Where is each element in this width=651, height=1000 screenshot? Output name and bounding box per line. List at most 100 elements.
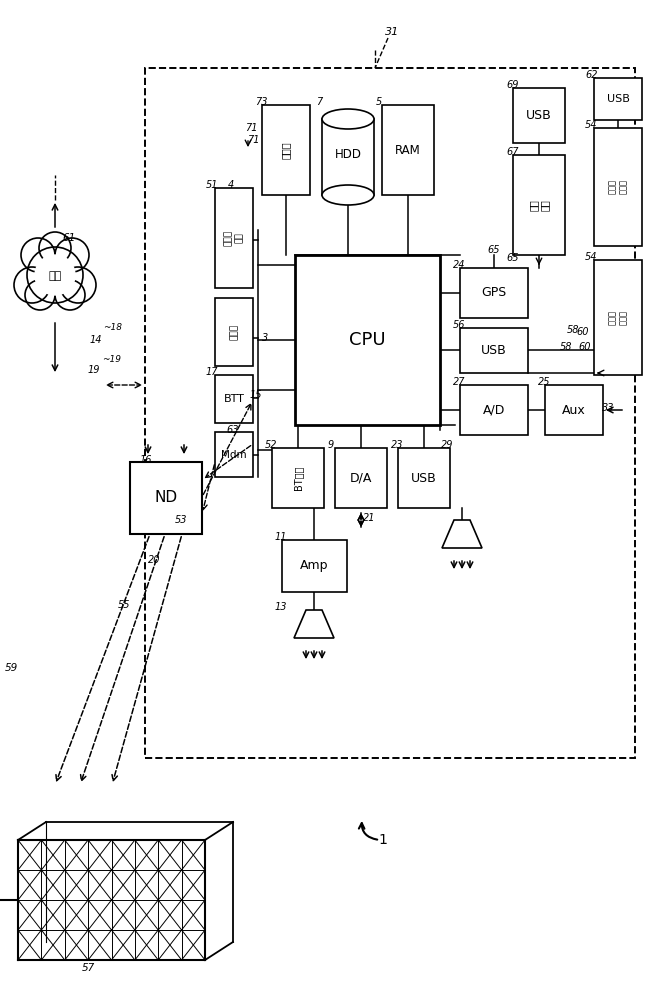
Polygon shape xyxy=(294,610,334,638)
Text: 29: 29 xyxy=(441,440,454,450)
Bar xyxy=(460,328,528,373)
Bar xyxy=(335,448,387,508)
Text: 車輛導
航裝置: 車輛導 航裝置 xyxy=(608,180,628,194)
Text: 23: 23 xyxy=(391,440,404,450)
Text: 63: 63 xyxy=(226,425,238,435)
Text: 21: 21 xyxy=(363,513,376,523)
Text: 19: 19 xyxy=(88,365,100,375)
Text: 15: 15 xyxy=(250,390,262,400)
Text: 55: 55 xyxy=(118,600,130,610)
Text: 57: 57 xyxy=(82,963,95,973)
Text: 31: 31 xyxy=(385,27,399,37)
Text: 輔助
裝置: 輔助 裝置 xyxy=(528,199,550,211)
Circle shape xyxy=(55,280,85,310)
Text: USB: USB xyxy=(607,94,630,104)
Text: 27: 27 xyxy=(453,377,465,387)
Text: 5: 5 xyxy=(376,97,382,107)
Text: 58: 58 xyxy=(567,325,579,335)
Bar xyxy=(215,188,253,288)
Text: Aux: Aux xyxy=(562,403,586,416)
Bar xyxy=(262,105,310,195)
Text: 60: 60 xyxy=(578,342,590,352)
Text: 65: 65 xyxy=(487,245,499,255)
Text: 71: 71 xyxy=(247,135,260,145)
Text: 顯示器: 顯示器 xyxy=(230,324,238,340)
Text: 54: 54 xyxy=(585,120,598,130)
Bar xyxy=(545,385,603,435)
Bar xyxy=(513,88,565,143)
Text: 路由器: 路由器 xyxy=(281,141,291,159)
Text: 13: 13 xyxy=(275,602,288,612)
Text: 65: 65 xyxy=(506,253,518,263)
Text: 24: 24 xyxy=(453,260,465,270)
Text: USB: USB xyxy=(411,472,437,485)
Text: A/D: A/D xyxy=(483,403,505,416)
Ellipse shape xyxy=(322,109,374,129)
Text: HDD: HDD xyxy=(335,148,361,161)
Text: 7: 7 xyxy=(316,97,322,107)
Bar xyxy=(215,375,253,423)
Text: CPU: CPU xyxy=(349,331,386,349)
Circle shape xyxy=(35,255,75,295)
Bar xyxy=(594,78,642,120)
Text: 20: 20 xyxy=(148,555,161,565)
Bar xyxy=(215,298,253,366)
Text: Amp: Amp xyxy=(300,560,329,572)
Bar xyxy=(215,432,253,477)
Bar xyxy=(130,462,202,534)
Text: 網絡: 網絡 xyxy=(48,271,62,281)
Text: 60: 60 xyxy=(576,327,589,337)
Circle shape xyxy=(27,247,83,303)
Text: GPS: GPS xyxy=(481,286,506,300)
Circle shape xyxy=(25,280,55,310)
Text: 3: 3 xyxy=(262,333,268,343)
Bar xyxy=(282,540,347,592)
Text: 輸入選
擇器: 輸入選 擇器 xyxy=(225,230,243,246)
Text: 17: 17 xyxy=(206,367,219,377)
Text: 33: 33 xyxy=(602,403,615,413)
Text: 54: 54 xyxy=(585,252,598,262)
Text: 56: 56 xyxy=(453,320,465,330)
Circle shape xyxy=(60,267,96,303)
Text: ~19: ~19 xyxy=(102,356,121,364)
Bar xyxy=(594,128,642,246)
Text: 73: 73 xyxy=(255,97,268,107)
Bar xyxy=(513,155,565,255)
Polygon shape xyxy=(442,520,482,548)
Text: 個人導
航裝置: 個人導 航裝置 xyxy=(608,310,628,325)
Bar xyxy=(272,448,324,508)
Text: 52: 52 xyxy=(265,440,277,450)
Text: 51: 51 xyxy=(206,180,219,190)
Text: 62: 62 xyxy=(585,70,598,80)
Bar xyxy=(382,105,434,195)
Text: 71: 71 xyxy=(245,123,258,133)
Text: ND: ND xyxy=(154,490,178,506)
Bar xyxy=(295,255,440,425)
Text: 59: 59 xyxy=(5,663,18,673)
Text: D/A: D/A xyxy=(350,472,372,485)
Text: BT配對: BT配對 xyxy=(293,466,303,490)
Circle shape xyxy=(14,267,50,303)
Text: RAM: RAM xyxy=(395,143,421,156)
Circle shape xyxy=(21,238,55,272)
Text: 16: 16 xyxy=(140,455,152,465)
Text: 1: 1 xyxy=(378,833,387,847)
Bar xyxy=(398,448,450,508)
Bar xyxy=(145,68,635,758)
Bar xyxy=(460,268,528,318)
Text: 9: 9 xyxy=(328,440,334,450)
Bar xyxy=(460,385,528,435)
Text: 53: 53 xyxy=(175,515,187,525)
Text: USB: USB xyxy=(526,109,552,122)
Text: ~18: ~18 xyxy=(103,324,122,332)
Text: 14: 14 xyxy=(90,335,102,345)
Text: BTT: BTT xyxy=(223,394,244,404)
Circle shape xyxy=(55,238,89,272)
Text: USB: USB xyxy=(481,344,507,357)
Text: 67: 67 xyxy=(506,147,518,157)
Text: 69: 69 xyxy=(506,80,518,90)
Bar xyxy=(322,119,374,195)
Text: 58: 58 xyxy=(560,342,572,352)
Text: 61: 61 xyxy=(62,233,76,243)
Text: 25: 25 xyxy=(538,377,551,387)
